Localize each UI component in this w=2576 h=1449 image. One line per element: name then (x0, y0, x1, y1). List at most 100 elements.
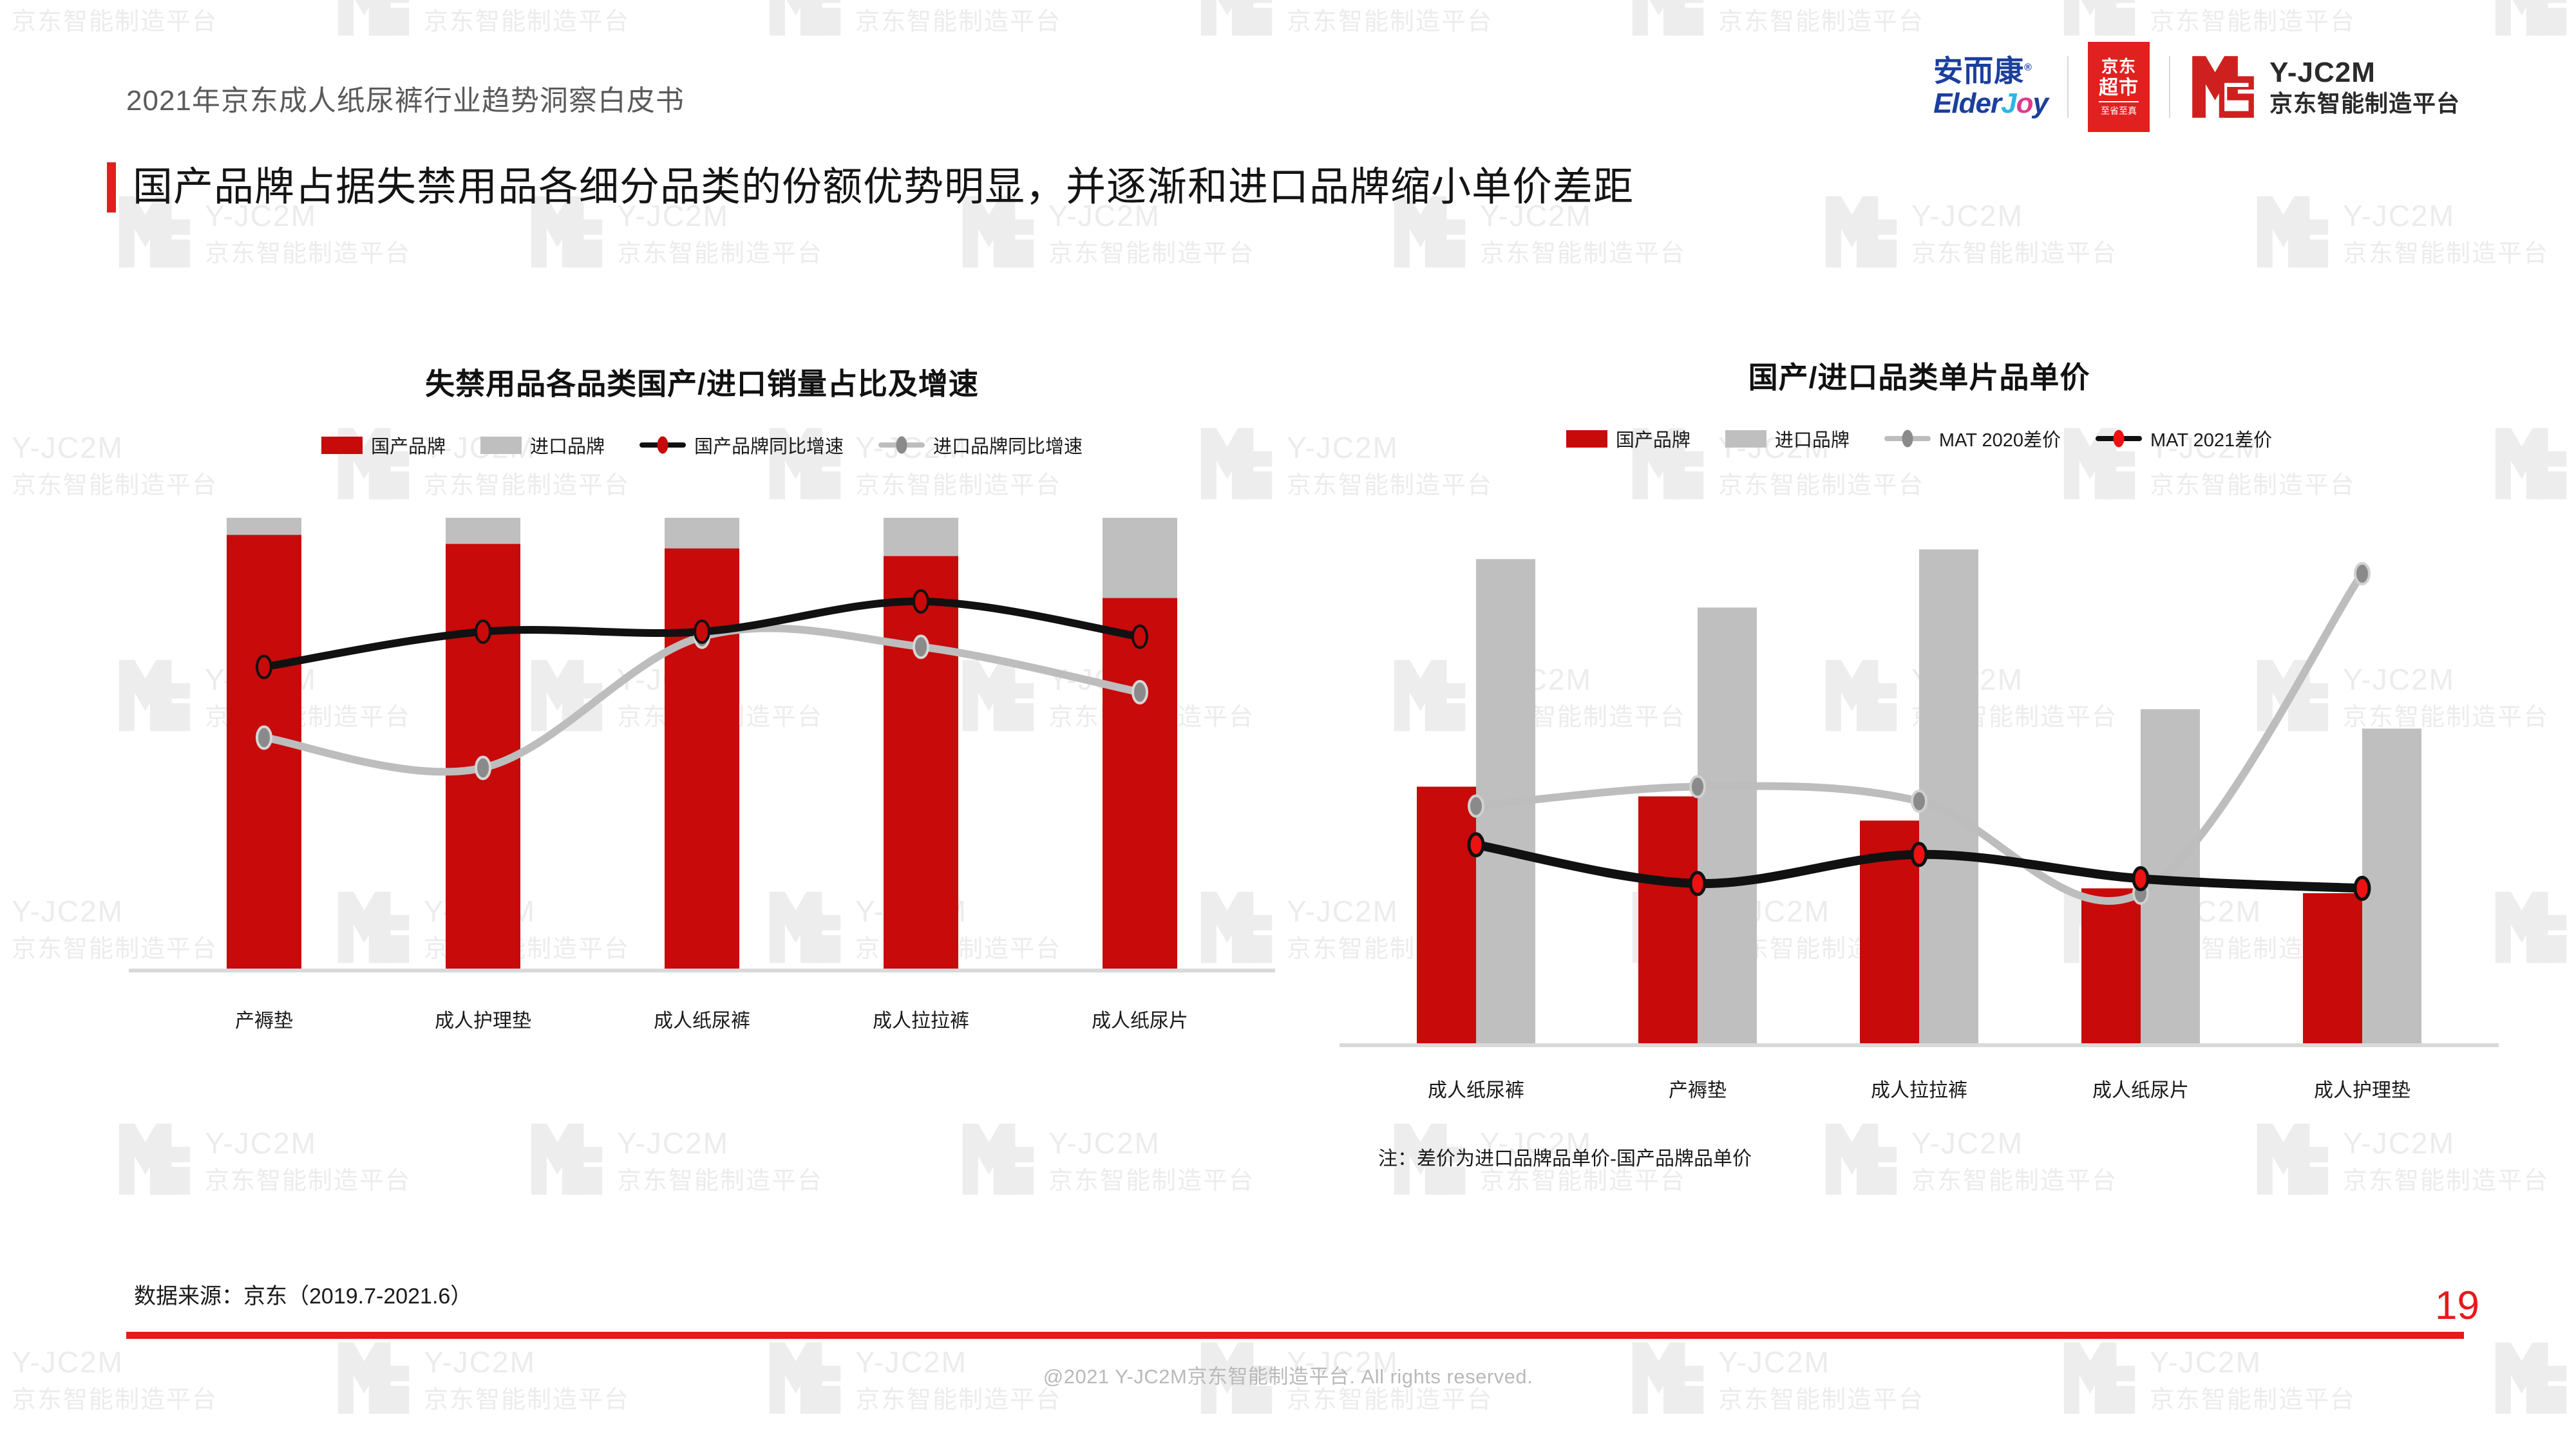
legend-item[interactable]: 国产品牌同比增速 (639, 431, 844, 459)
legend-item[interactable]: MAT 2021差价 (2096, 425, 2272, 452)
legend-item[interactable]: 国产品牌 (321, 431, 446, 459)
bar-domestic-price (1417, 786, 1476, 1043)
data-source-note: 数据来源：京东（2019.7-2021.6） (134, 1284, 473, 1309)
legend-item[interactable]: 进口品牌 (480, 431, 605, 459)
bar-imported-price (1919, 549, 1978, 1043)
chart-left-svg (129, 518, 1275, 972)
legend-swatch-line-icon (639, 436, 686, 454)
data-point-domestic-growth (1132, 624, 1148, 649)
data-point-mat2021 (1910, 842, 1928, 867)
legend-item[interactable]: 国产品牌 (1566, 425, 1690, 452)
legend-label: 进口品牌 (529, 437, 605, 457)
data-point-domestic-growth (913, 589, 929, 614)
yjc2m-mark-icon (2190, 53, 2257, 120)
yjc2m-logo-line2: 京东智能制造平台 (2269, 90, 2460, 117)
elderjoy-logo: 安而康® ElderJoy (1933, 54, 2049, 119)
chart-right-x-axis-labels: 成人纸尿裤 产褥垫 成人拉拉裤 成人纸尿片 成人护理垫 (1340, 1074, 2499, 1103)
legend-label: MAT 2021差价 (2150, 430, 2273, 451)
legend-swatch-box-icon (1566, 430, 1607, 448)
chart-left-legend: 国产品牌 进口品牌 国产品牌同比增速 进口品牌同比增速 (129, 431, 1275, 459)
brand-divider-2 (2168, 56, 2170, 118)
legend-label: 进口品牌 (1774, 430, 1850, 451)
elderjoy-en-name: ElderJoy (1933, 88, 2049, 119)
data-point-mat2021 (2353, 875, 2371, 901)
x-axis-label: 产褥垫 (1669, 1080, 1727, 1101)
chart-left-title: 失禁用品各品类国产/进口销量占比及增速 (425, 367, 979, 401)
page-header: 2021年京东成人纸尿裤行业趋势洞察白皮书 安而康® ElderJoy 京东 超… (0, 0, 2576, 135)
footer-rule (126, 1332, 2464, 1339)
jd-logo-line1: 京东 (2101, 57, 2136, 77)
headline-text: 国产品牌占据失禁用品各细分品类的份额优势明显，并逐渐和进口品牌缩小单价差距 (133, 165, 1634, 209)
x-axis-label: 成人纸尿片 (2092, 1080, 2189, 1101)
chart-right: 国产/进口品类单片品单价 国产品牌 进口品牌 MAT 2020差价 MAT 2021差… (1340, 354, 2499, 1171)
page-number: 19 (2435, 1283, 2479, 1328)
data-point-mat2020 (1468, 794, 1484, 818)
legend-label: 国产品牌 (1615, 430, 1690, 451)
legend-label: 国产品牌同比增速 (694, 437, 844, 457)
data-point-mat2020 (2354, 562, 2371, 585)
chart-right-legend: 国产品牌 进口品牌 MAT 2020差价 MAT 2021差价 (1340, 425, 2499, 452)
legend-swatch-line-icon (2096, 430, 2143, 448)
jd-logo-line2: 超市 (2098, 77, 2139, 103)
line-mat2020-diff (1472, 569, 2366, 905)
document-title: 2021年京东成人纸尿裤行业趋势洞察白皮书 (126, 85, 685, 117)
bar-domestic (1103, 598, 1177, 969)
x-axis-label: 成人纸尿裤 (654, 1010, 750, 1032)
jd-logo-line3: 至省至真 (2100, 106, 2137, 117)
x-axis-label: 成人护理垫 (2314, 1080, 2410, 1101)
x-axis-label: 成人护理垫 (435, 1010, 531, 1032)
data-point-mat2020 (1911, 790, 1927, 813)
bar-domestic (665, 548, 739, 969)
data-point-mat2021 (2132, 866, 2150, 891)
data-point-mat2020 (1689, 775, 1706, 799)
bar-domestic (227, 535, 301, 969)
chart-left-x-axis-labels: 产褥垫 成人护理垫 成人纸尿裤 成人拉拉裤 成人纸尿片 (129, 1005, 1275, 1033)
data-point-imported-growth (1132, 679, 1148, 705)
legend-item[interactable]: MAT 2020差价 (1884, 425, 2061, 452)
data-point-domestic-growth (694, 619, 710, 644)
chart-right-note: 注：差价为进口品牌品单价-国产品牌品单价 (1378, 1148, 1752, 1170)
legend-swatch-box-icon (321, 436, 363, 454)
bar-domestic-price (2081, 888, 2141, 1043)
chart-right-svg (1340, 549, 2499, 1047)
bar-domestic-price (2303, 893, 2362, 1043)
elderjoy-cn-name: 安而康® (1933, 54, 2032, 88)
x-axis-label: 成人拉拉裤 (873, 1010, 969, 1032)
x-axis-label: 产褥垫 (235, 1010, 293, 1032)
yjc2m-logo-line1: Y-JC2M (2269, 57, 2376, 89)
chart-right-title: 国产/进口品类单片品单价 (1748, 361, 2090, 394)
x-axis-label: 成人纸尿片 (1092, 1010, 1188, 1032)
data-point-imported-growth (475, 755, 491, 781)
data-point-domestic-growth (475, 619, 491, 644)
bar-domestic-price (1638, 796, 1698, 1043)
data-point-imported-growth (913, 634, 929, 659)
legend-swatch-line-icon (878, 436, 925, 454)
legend-item[interactable]: 进口品牌 (1725, 425, 1850, 452)
legend-label: MAT 2020差价 (1938, 430, 2061, 451)
yjc2m-logo-text: Y-JC2M 京东智能制造平台 (2269, 57, 2460, 116)
legend-label: 国产品牌 (370, 437, 446, 457)
x-axis-line (1340, 1043, 2499, 1047)
chart-left-plot (129, 492, 1275, 981)
legend-swatch-box-icon (480, 436, 522, 454)
brand-logo-bar: 安而康® ElderJoy 京东 超市 至省至真 Y-JC2M 京东智能制造平台 (1933, 42, 2460, 132)
legend-label: 进口品牌同比增速 (933, 437, 1083, 457)
legend-item[interactable]: 进口品牌同比增速 (878, 431, 1083, 459)
data-point-domestic-growth (256, 654, 272, 679)
copyright-text: @2021 Y-JC2M京东智能制造平台. All rights reserve… (1043, 1365, 1533, 1388)
headline-accent-bar (107, 162, 116, 213)
chart-right-plot (1340, 486, 2499, 1052)
headline: 国产品牌占据失禁用品各细分品类的份额优势明显，并逐渐和进口品牌缩小单价差距 (107, 162, 1634, 213)
x-axis-label: 成人拉拉裤 (1871, 1080, 1967, 1101)
legend-swatch-box-icon (1725, 430, 1766, 448)
watermark-item: Y-JC2M京东智能制造平台 (2492, 425, 2576, 506)
x-axis-label: 成人纸尿裤 (1428, 1080, 1524, 1101)
watermark-item: Y-JC2M京东智能制造平台 (2492, 889, 2576, 969)
bar-imported-price (1698, 607, 1757, 1043)
data-point-imported-growth (256, 725, 272, 750)
